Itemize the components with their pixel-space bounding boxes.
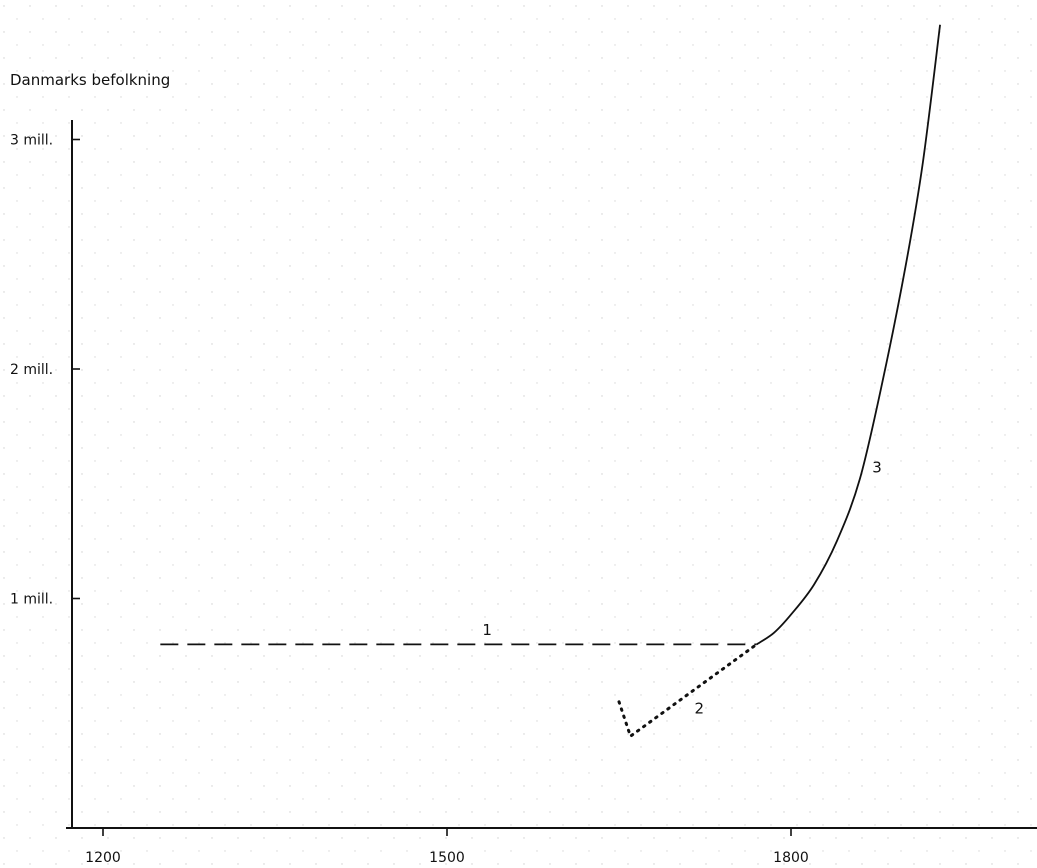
series-line-3 bbox=[756, 24, 941, 646]
x-tick-label: 1200 bbox=[85, 850, 121, 866]
series-line-2 bbox=[617, 642, 759, 739]
y-tick-label: 3 mill. bbox=[10, 133, 53, 149]
series-label-1: 1 bbox=[482, 621, 492, 639]
y-tick-label: 2 mill. bbox=[10, 362, 53, 378]
y-axis-label: Danmarks befolkning bbox=[10, 71, 170, 89]
x-tick-label: 1500 bbox=[429, 850, 465, 866]
series-layer: 1 2 3 bbox=[160, 24, 941, 739]
series-label-3: 3 bbox=[872, 458, 882, 476]
y-ticks: 1 mill. 2 mill. 3 mill. bbox=[10, 133, 80, 608]
x-tick-label: 1800 bbox=[773, 850, 809, 866]
x-ticks: 1200 1500 1800 bbox=[85, 828, 809, 866]
series-label-2: 2 bbox=[694, 699, 704, 717]
y-tick-label: 1 mill. bbox=[10, 592, 53, 608]
